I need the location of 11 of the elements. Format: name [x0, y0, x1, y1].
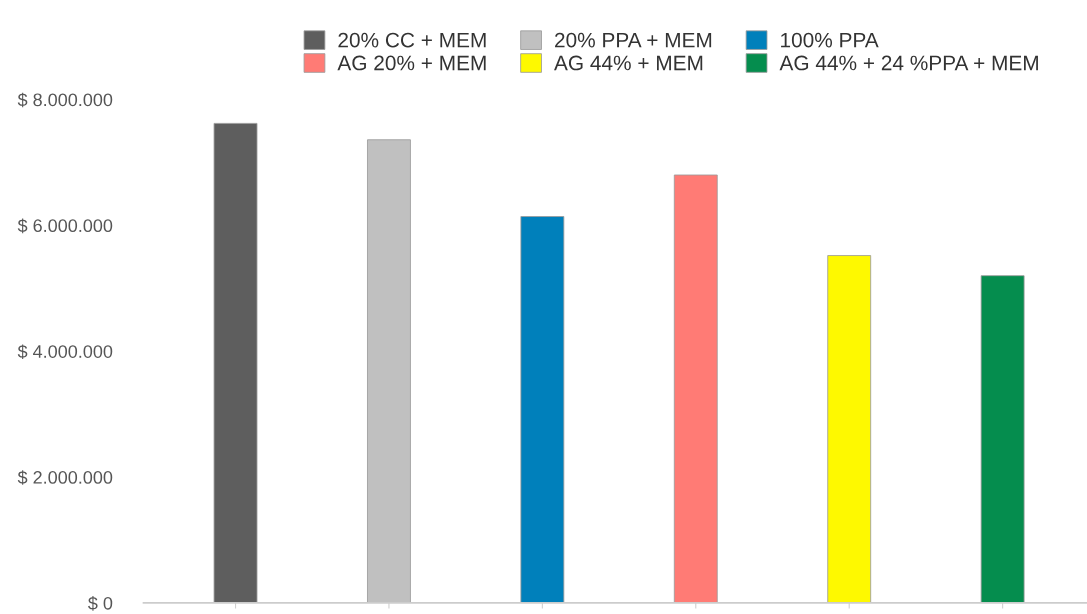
y-tick-label: $ 2.000.000	[17, 470, 113, 485]
legend-label: 20% CC + MEM	[338, 32, 486, 48]
legend-label: AG 20% + MEM	[337, 55, 486, 71]
legend-label: 20% PPA + MEM	[555, 32, 712, 48]
y-tick-label: $ 6.000.000	[17, 218, 113, 234]
legend-label: 100% PPA	[781, 32, 879, 48]
legend-label: AG 44% + MEM	[554, 55, 703, 71]
legend-label: AG 44% + 24 %PPA + MEM	[779, 55, 1038, 71]
y-tick-label: $ 0	[88, 596, 113, 611]
y-tick-label: $ 8.000.000	[17, 92, 113, 108]
y-tick-label: $ 4.000.000	[17, 344, 113, 359]
